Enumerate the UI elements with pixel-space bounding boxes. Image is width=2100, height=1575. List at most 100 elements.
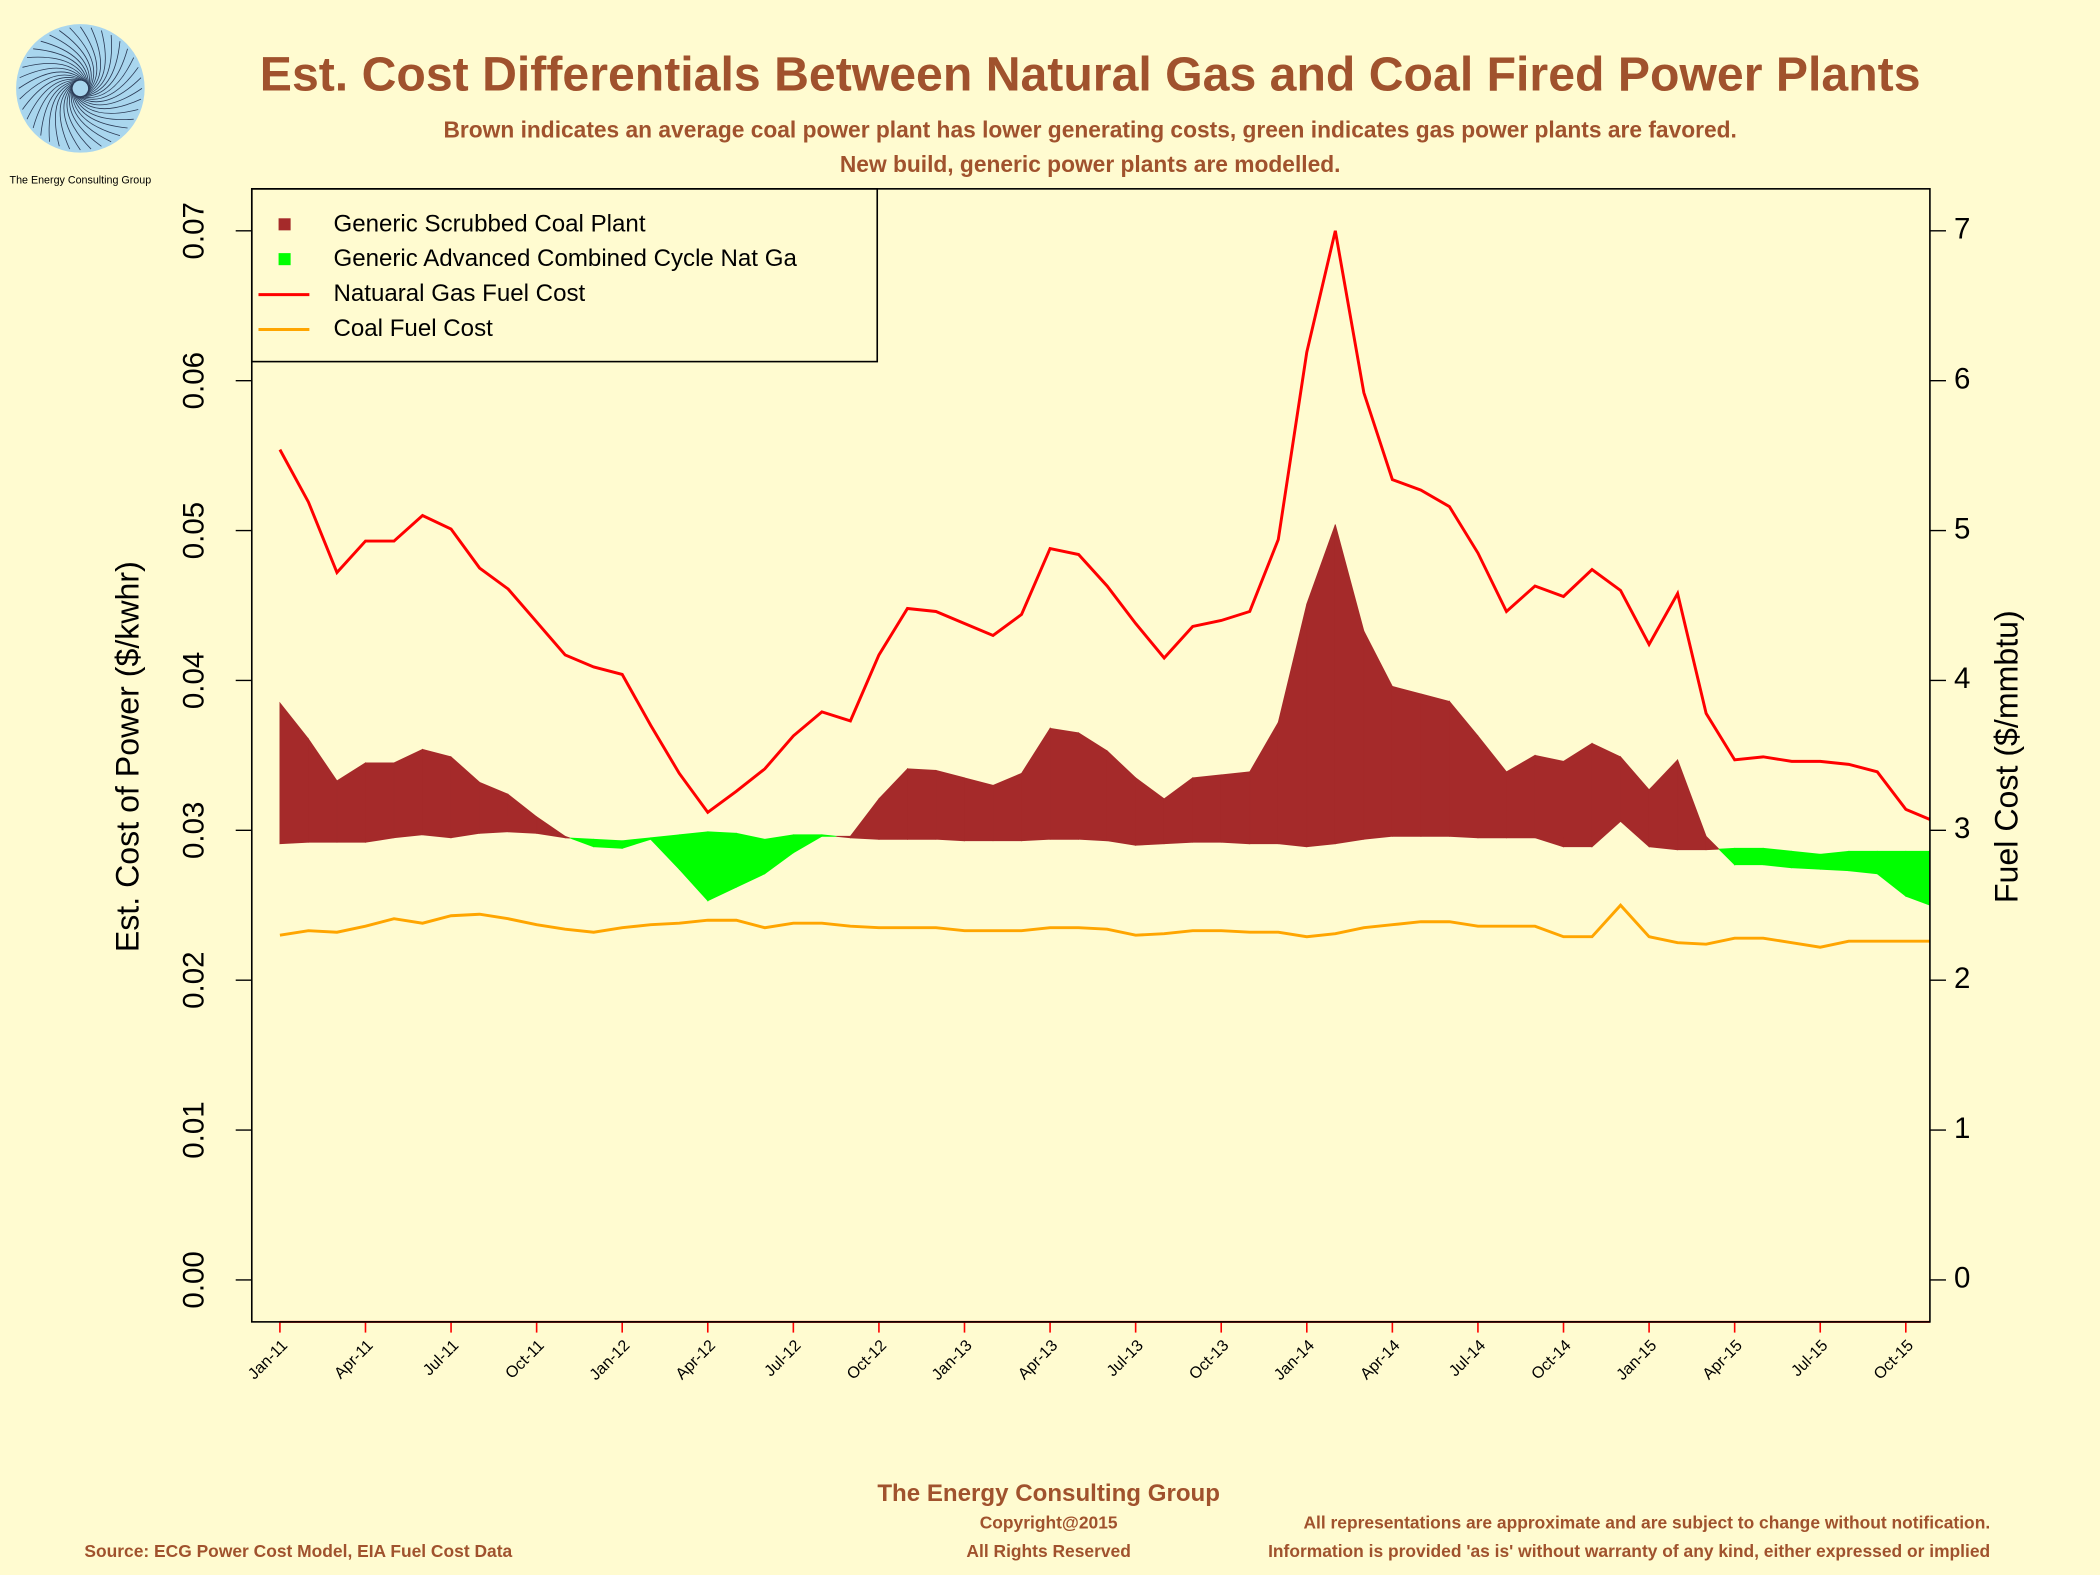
y2-tick-label: 3 (1954, 812, 1970, 845)
logo-line (54, 81, 77, 147)
logo-line (59, 30, 92, 91)
plot-frame (250, 188, 1931, 1323)
logo-line (22, 63, 88, 85)
logo-line (84, 30, 106, 96)
difference-area (1192, 774, 1222, 843)
difference-area (1049, 727, 1079, 840)
y-tick-label: 0.05 (177, 502, 210, 559)
logo-line (74, 93, 142, 110)
logo-line (19, 74, 85, 100)
difference-area (1734, 847, 1764, 866)
footer-rights: All Rights Reserved (966, 1541, 1130, 1561)
difference-area (907, 768, 937, 840)
difference-area (992, 772, 1022, 842)
y2-tick-label: 1 (1954, 1112, 1970, 1145)
difference-area (1534, 754, 1564, 848)
logo-line (22, 77, 83, 110)
fuel-cost-line (279, 903, 1930, 949)
legend-label: Natuaral Gas Fuel Cost (333, 280, 585, 307)
logo-line (82, 41, 121, 97)
chart-title: Est. Cost Differentials Between Natural … (260, 47, 1921, 101)
y2-axis-label: Fuel Cost ($/mmbtu) (1988, 610, 2024, 903)
difference-area (1905, 850, 1930, 906)
y-tick-label: 0.06 (177, 352, 210, 409)
difference-area (1078, 732, 1108, 842)
difference-area (365, 762, 395, 843)
difference-area (1791, 850, 1821, 870)
footer-source: Source: ECG Power Cost Model, EIA Fuel C… (84, 1541, 512, 1561)
plot-area (278, 230, 1930, 949)
logo-line (19, 67, 87, 84)
y2-tick-label: 5 (1954, 512, 1970, 545)
difference-area (821, 834, 837, 837)
y-tick-label: 0.00 (177, 1251, 210, 1308)
y2-tick-label: 2 (1954, 962, 1970, 995)
logo-line (33, 48, 89, 87)
logo-line (32, 79, 80, 129)
logo-line (59, 82, 76, 150)
legend-box (250, 188, 879, 363)
legend-swatch (278, 253, 291, 266)
difference-area (1819, 850, 1850, 872)
chart-subtitle: New build, generic power plants are mode… (840, 151, 1341, 177)
logo: The Energy Consulting Group (10, 24, 152, 187)
logo-line (80, 26, 98, 94)
legend: Generic Scrubbed Coal Plant Generic Advan… (250, 188, 879, 363)
difference-area (964, 777, 994, 842)
y2-tick-label: 4 (1954, 662, 1970, 695)
logo-line (79, 57, 135, 98)
difference-area (564, 835, 571, 839)
logo-line (72, 91, 134, 121)
logo-line (77, 67, 139, 100)
y-axis-label: Est. Cost of Power ($/kwhr) (109, 561, 145, 952)
difference-area (1420, 693, 1450, 837)
difference-area (1563, 742, 1593, 848)
y-tick-label: 0.04 (177, 652, 210, 709)
difference-area (1848, 850, 1878, 875)
difference-area (1762, 847, 1793, 869)
y2-tick-label: 0 (1954, 1262, 1970, 1295)
footer-copyright: Copyright@2015 (980, 1513, 1118, 1533)
difference-area (393, 748, 423, 839)
logo-line (63, 83, 81, 151)
logo-line (26, 78, 82, 120)
logo-line (71, 88, 121, 136)
logo-line (40, 80, 79, 136)
difference-area (1220, 771, 1251, 845)
difference-area (593, 838, 623, 849)
fuel-cost-line (278, 230, 1930, 822)
logo-line (66, 84, 92, 150)
logo-line (69, 86, 102, 147)
legend-label: Generic Advanced Combined Cycle Nat Ga (333, 245, 797, 272)
y2-tick-label: 7 (1954, 213, 1970, 246)
logo-line (49, 34, 90, 90)
footer-org: The Energy Consulting Group (877, 1480, 1220, 1507)
legend-swatch (278, 218, 291, 231)
difference-area (1391, 685, 1422, 837)
y-tick-label: 0.01 (177, 1101, 210, 1158)
logo-line (26, 56, 89, 86)
logo-line (80, 48, 128, 97)
logo-line (85, 27, 102, 95)
logo-text: The Energy Consulting Group (10, 175, 152, 187)
logo-line (83, 35, 113, 97)
logo-line (72, 90, 128, 129)
y-tick-label: 0.03 (177, 802, 210, 859)
logo-line (70, 87, 112, 143)
logo-line (48, 80, 78, 142)
logo-line (76, 77, 142, 103)
logo-circle (16, 24, 145, 153)
y-tick-label: 0.07 (177, 202, 210, 259)
logo-line (18, 71, 86, 89)
footer-disclaimer: All representations are approximate and … (1303, 1513, 1990, 1533)
legend-label: Generic Scrubbed Coal Plant (333, 210, 645, 237)
logo-line (73, 92, 139, 114)
difference-area (1705, 835, 1720, 851)
legend-label: Coal Fuel Cost (333, 315, 493, 342)
y-tick-label: 0.02 (177, 952, 210, 1009)
chart-subtitle: Brown indicates an average coal power pl… (443, 116, 1736, 142)
difference-area (935, 769, 965, 842)
logo-spiral (18, 26, 143, 151)
